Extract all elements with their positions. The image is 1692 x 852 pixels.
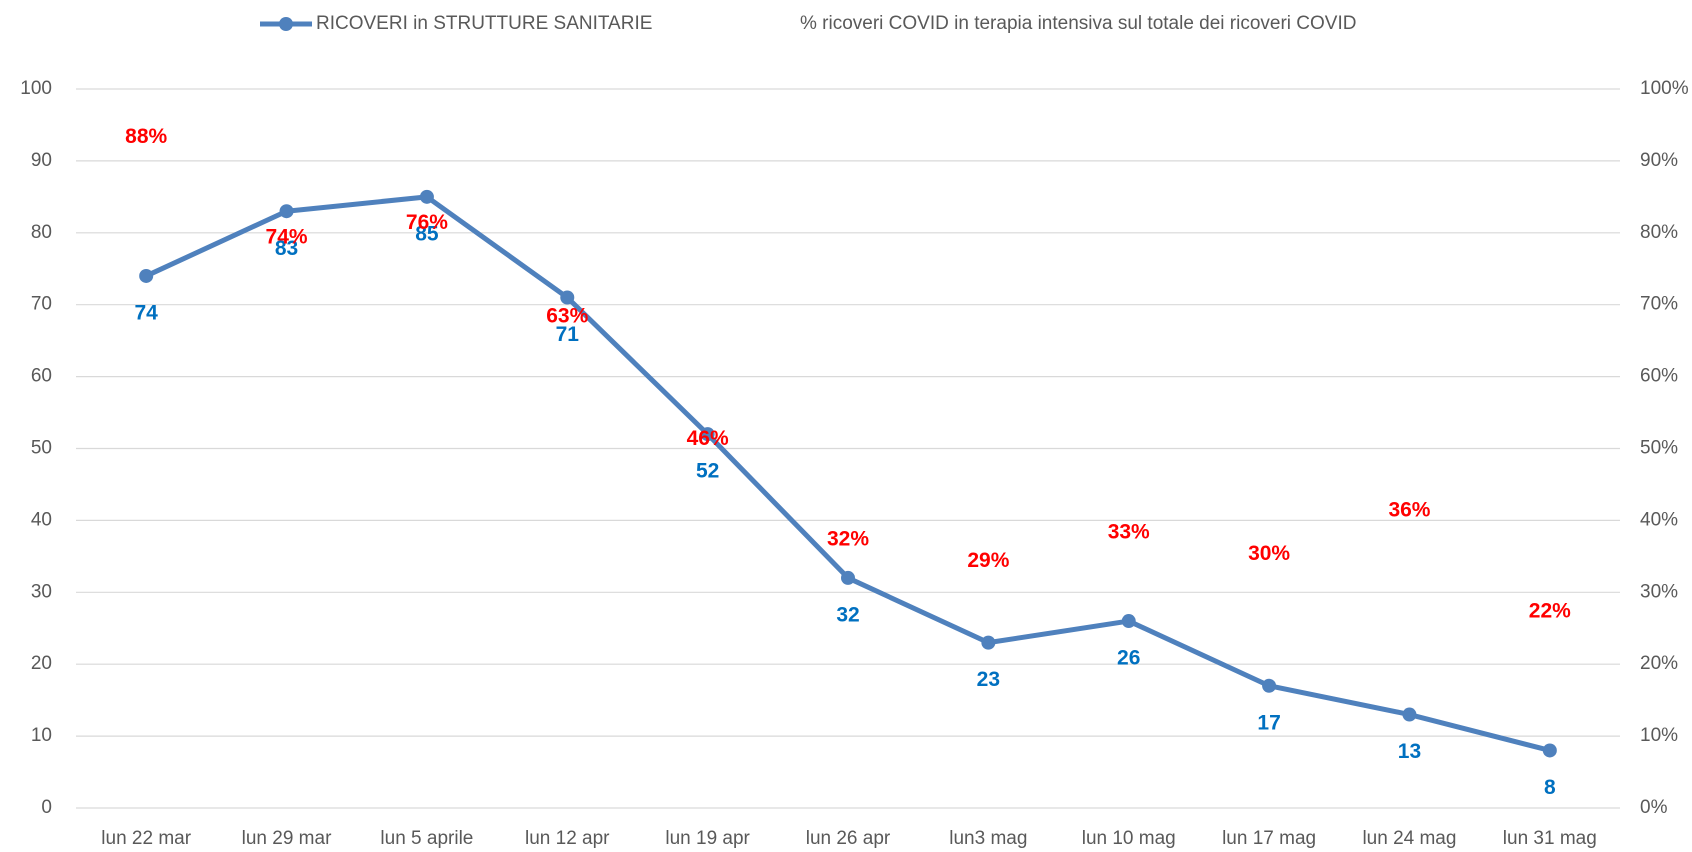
point: [700, 427, 715, 442]
x-tick-label: lun 5 aprile: [380, 828, 473, 849]
data-label: 52: [696, 460, 719, 483]
data-label: 36%: [1388, 499, 1430, 522]
point: [139, 268, 154, 283]
point: [560, 290, 575, 305]
y-tick-label: 50: [31, 438, 52, 459]
x-tick-label: lun 24 mag: [1362, 828, 1456, 849]
y-tick-label: 40: [31, 509, 52, 530]
point: [1402, 707, 1417, 722]
point: [981, 635, 996, 650]
data-label: 88%: [125, 125, 167, 148]
y-tick-label: 20: [31, 653, 52, 674]
legend-label: RICOVERI in STRUTTURE SANITARIE: [316, 13, 652, 34]
y2-tick-label: 30%: [1640, 581, 1678, 602]
y-tick-label: 80: [31, 222, 52, 243]
data-label: 71: [556, 323, 580, 346]
point: [1542, 743, 1557, 758]
y-tick-label: 60: [31, 366, 52, 387]
data-label: 26: [1117, 647, 1140, 670]
x-tick-label: lun 31 mag: [1503, 828, 1597, 849]
legend-marker: [279, 17, 293, 31]
point: [419, 189, 434, 204]
data-label: 13: [1398, 740, 1421, 763]
point: [841, 570, 855, 585]
x-tick-label: lun 26 apr: [806, 828, 891, 849]
y2-tick-label: 80%: [1640, 222, 1678, 243]
y2-tick-label: 40%: [1640, 509, 1678, 530]
data-label: 17: [1257, 711, 1280, 734]
y2-tick-label: 70%: [1640, 294, 1678, 315]
x-tick-label: lun 12 apr: [525, 828, 610, 849]
y-tick-label: 90: [31, 150, 52, 171]
y2-tick-label: 90%: [1640, 150, 1678, 171]
y2-tick-label: 100%: [1640, 78, 1689, 99]
y2-tick-label: 0%: [1640, 797, 1668, 818]
data-label: 23: [977, 668, 1000, 691]
data-label: 29%: [967, 549, 1009, 572]
point: [279, 204, 294, 219]
x-tick-label: lun3 mag: [949, 828, 1027, 849]
data-label: 33%: [1108, 520, 1150, 543]
y-tick-label: 30: [31, 581, 52, 602]
y2-tick-label: 60%: [1640, 366, 1678, 387]
data-label: 85: [415, 222, 439, 245]
data-label: 63%: [546, 305, 588, 328]
data-label: 32%: [827, 527, 869, 550]
data-label: 30%: [1248, 542, 1290, 565]
y-tick-label: 0: [41, 797, 52, 818]
point: [1262, 678, 1277, 693]
point: [1121, 614, 1136, 629]
data-label: 74%: [266, 225, 308, 248]
x-tick-label: lun 17 mag: [1222, 828, 1316, 849]
series-line: [145, 194, 1551, 753]
data-label: 32: [836, 603, 859, 626]
data-label: 8: [1544, 776, 1556, 799]
data-label: 22%: [1529, 599, 1571, 622]
x-tick-label: lun 22 mar: [101, 828, 191, 849]
y-tick-label: 10: [31, 725, 52, 746]
y-tick-label: 100: [20, 78, 52, 99]
data-label: 76%: [406, 211, 448, 234]
y2-tick-label: 50%: [1640, 438, 1678, 459]
x-tick-label: lun 29 mar: [242, 828, 332, 849]
x-tick-label: lun 19 apr: [665, 828, 750, 849]
data-label: 74: [135, 301, 159, 324]
x-tick-label: lun 10 mag: [1082, 828, 1176, 849]
data-label: 83: [275, 237, 298, 260]
y2-tick-label: 20%: [1640, 653, 1678, 674]
data-label: 46%: [687, 427, 729, 450]
y2-tick-label: 10%: [1640, 725, 1678, 746]
y-tick-label: 70: [31, 294, 52, 315]
legend-label: % ricoveri COVID in terapia intensiva su…: [800, 13, 1356, 34]
